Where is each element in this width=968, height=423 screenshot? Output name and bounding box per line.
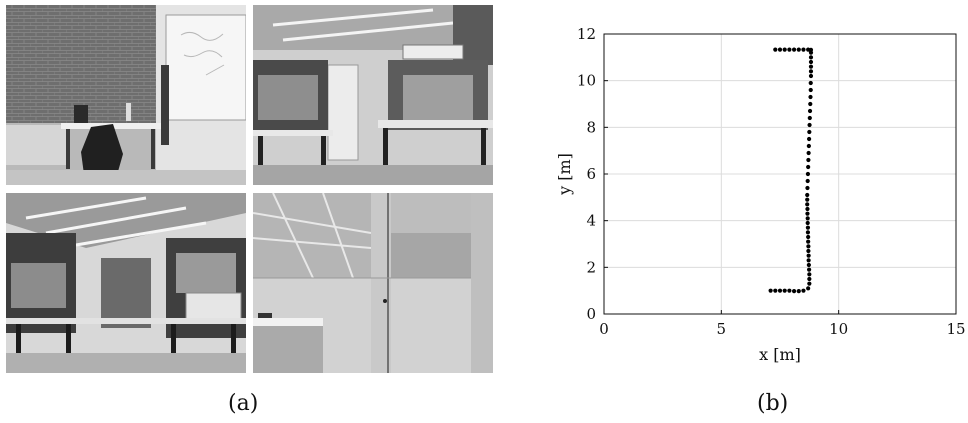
x-tick-label: 10: [829, 320, 848, 338]
trajectory-point: [806, 47, 811, 52]
trajectory-point: [782, 47, 787, 52]
trajectory-point: [806, 267, 812, 272]
trajectory-point: [808, 94, 813, 100]
trajectory-point: [806, 164, 811, 170]
trajectory-point: [806, 244, 811, 249]
trajectory-point: [808, 69, 814, 74]
trajectory-point: [806, 258, 811, 263]
trajectory-point: [777, 288, 783, 293]
trajectory-point: [806, 248, 811, 254]
trajectory-point: [806, 136, 812, 142]
y-axis-label: y [m]: [555, 153, 574, 196]
trajectory-point: [808, 87, 813, 93]
trajectory-point: [787, 288, 792, 293]
x-tick-label: 5: [717, 320, 727, 338]
trajectory-point: [805, 171, 811, 177]
x-tick-label: 0: [599, 320, 609, 338]
y-tick-label: 6: [586, 165, 596, 183]
panel-b-label: (b): [757, 391, 789, 416]
trajectory-point: [807, 272, 812, 277]
trajectory-point: [796, 47, 801, 52]
panel-a-label: (a): [228, 391, 259, 416]
trajectory-point: [807, 108, 813, 114]
trajectory-point: [787, 47, 792, 52]
x-tick-label: 15: [946, 320, 965, 338]
trajectory-point: [805, 216, 810, 221]
trajectory-point: [801, 47, 806, 52]
trajectory-point: [791, 47, 797, 52]
y-tick-label: 12: [577, 25, 596, 43]
trajectory-point: [806, 234, 811, 240]
y-tick-label: 0: [586, 305, 596, 323]
trajectory-point: [777, 47, 783, 52]
trajectory-point: [806, 286, 811, 291]
trajectory-point: [806, 143, 811, 149]
trajectory-point: [782, 288, 787, 293]
trajectory-point: [807, 122, 812, 128]
trajectory-point: [806, 262, 811, 268]
trajectory-point: [808, 80, 813, 86]
trajectory-point: [808, 55, 814, 60]
lab-photo-lab-room: [6, 193, 246, 373]
trajectory-point: [807, 281, 812, 286]
trajectory-point: [805, 230, 811, 235]
y-tick-label: 4: [586, 212, 596, 230]
trajectory-point: [805, 192, 810, 198]
y-tick-label: 2: [586, 258, 596, 276]
trajectory-point: [768, 288, 773, 293]
axis-ticks: 0 5 10 15 0 2 4 6 8 10 12: [577, 25, 966, 338]
trajectory-point: [806, 157, 811, 163]
trajectory-point: [806, 150, 811, 156]
y-tick-label: 8: [586, 118, 596, 136]
trajectory-point: [805, 185, 810, 191]
trajectory-point: [808, 73, 814, 79]
trajectory-point: [807, 115, 812, 121]
trajectory-point: [808, 101, 813, 107]
x-axis-label: x [m]: [759, 345, 801, 364]
lab-photo-glass-door: [253, 193, 493, 373]
y-tick-label: 10: [577, 72, 596, 90]
trajectory-point: [808, 64, 814, 69]
trajectory-point: [808, 59, 814, 65]
trajectory-point: [801, 288, 806, 293]
trajectory-point: [807, 129, 812, 135]
trajectory-point: [796, 289, 801, 294]
trajectory-point: [805, 197, 810, 202]
trajectory-plot: 0 5 10 15 0 2 4 6 8 10 12 x [m] y [m]: [555, 25, 966, 364]
lab-photo-workbenches: [253, 5, 493, 185]
trajectory-point: [791, 289, 797, 294]
trajectory-point: [806, 239, 811, 244]
trajectory-point: [805, 211, 810, 216]
trajectory-points: [768, 47, 814, 294]
grid-lines: [603, 33, 957, 315]
trajectory-point: [807, 276, 812, 282]
trajectory-point: [805, 202, 810, 207]
trajectory-point: [805, 206, 810, 212]
trajectory-point: [805, 220, 810, 226]
lab-photo-whiteboard: [6, 5, 246, 185]
trajectory-point: [806, 253, 811, 258]
trajectory-point: [773, 47, 778, 52]
trajectory-point: [805, 225, 811, 230]
trajectory-point: [805, 178, 810, 184]
trajectory-point: [773, 288, 778, 293]
